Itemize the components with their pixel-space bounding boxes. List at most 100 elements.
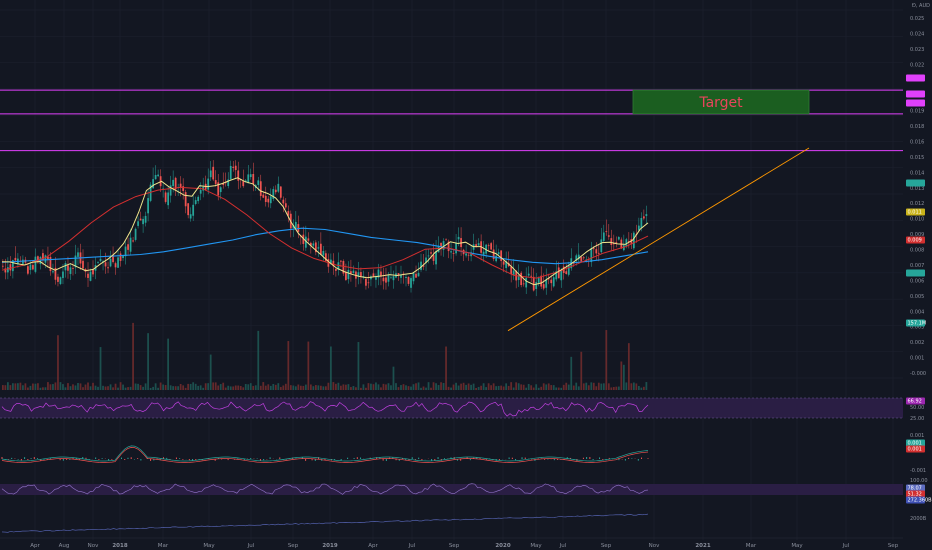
candle <box>142 218 144 225</box>
volume-bar <box>207 383 210 390</box>
volume-bar <box>82 387 84 390</box>
volume-bar <box>249 383 252 390</box>
volume-bar <box>152 386 154 390</box>
candle <box>99 258 102 262</box>
candle <box>169 185 172 196</box>
volume-bar <box>102 385 104 390</box>
candle <box>87 273 89 278</box>
candle <box>32 265 34 270</box>
volume-bar <box>74 385 77 390</box>
price-tick-label: 0.001 <box>910 356 924 362</box>
volume-bar <box>370 383 372 390</box>
candle <box>59 277 62 284</box>
candle <box>520 272 523 286</box>
volume-bar <box>437 385 440 390</box>
volume-bar <box>332 382 335 390</box>
macd-line <box>1 445 649 462</box>
candle <box>164 192 167 202</box>
volume-bar <box>495 386 498 390</box>
candle <box>264 195 267 202</box>
candle <box>575 255 578 261</box>
candle <box>377 269 380 278</box>
target-box <box>632 89 810 115</box>
candle <box>219 187 222 193</box>
pane-badge-label: 0.001 <box>908 447 922 453</box>
candle <box>645 214 648 216</box>
volume-bar <box>430 387 432 390</box>
volume-bar <box>139 385 142 390</box>
candle <box>124 246 127 257</box>
volume-bar <box>425 387 427 390</box>
volume-bar <box>267 384 270 390</box>
candle <box>152 179 154 189</box>
pane-badge <box>906 496 925 504</box>
price-badge <box>906 269 925 277</box>
candle <box>565 271 568 274</box>
volume-bar <box>410 386 412 390</box>
candle <box>580 257 583 262</box>
volume-bar <box>585 382 588 390</box>
volume-bar <box>109 384 112 390</box>
volume-bar <box>330 346 332 390</box>
volume-bar <box>390 385 392 390</box>
volume-bar <box>224 387 227 390</box>
pane-badge-label: 51.32 <box>908 492 922 498</box>
candle <box>517 275 520 281</box>
candle <box>595 249 598 254</box>
volume-bar <box>97 386 99 390</box>
candle <box>337 262 340 270</box>
price-badge-label: 0.009 <box>908 238 922 244</box>
candle <box>282 199 285 204</box>
volume-bar <box>232 386 235 390</box>
candle <box>319 243 322 255</box>
volume-bar <box>602 383 605 390</box>
price-axis[interactable]: 0.0250.0240.0230.0220.0210.0200.0190.018… <box>910 16 928 522</box>
volume-bar <box>357 342 360 390</box>
volume-bar <box>342 384 345 390</box>
time-axis[interactable]: Apr Aug Nov 2018 Mar May Jul Sep 2019 Apr Jul Sep 20… <box>0 537 903 549</box>
price-tick-label: 0.024 <box>910 31 924 37</box>
price-badge <box>906 319 925 327</box>
volume-bar <box>530 385 533 390</box>
volume-bar <box>184 387 187 390</box>
trend-line <box>507 147 810 332</box>
candle <box>397 273 400 276</box>
price-badge <box>906 236 925 244</box>
volume-bar <box>487 383 490 390</box>
volume-bar <box>202 387 205 390</box>
time-tick-label: Jul <box>408 543 416 549</box>
volume-bar <box>595 386 598 390</box>
candle <box>360 272 362 277</box>
candle <box>274 189 277 193</box>
volume-bar <box>27 387 29 390</box>
volume-bar <box>600 383 603 390</box>
volume-bar <box>197 385 200 390</box>
candle <box>184 192 187 207</box>
volume-bar <box>217 385 220 390</box>
time-tick-label: Jul <box>559 543 567 549</box>
candle <box>182 186 185 191</box>
candle <box>7 267 9 273</box>
volume-bar <box>502 386 505 390</box>
volume-bar <box>299 385 302 390</box>
volume-bar <box>44 387 47 390</box>
time-tick-label: Nov <box>649 543 660 549</box>
candle <box>192 204 195 216</box>
candle <box>139 218 142 221</box>
volume-bar <box>69 386 72 390</box>
volume-bar <box>222 382 225 390</box>
time-tick-label: Mar <box>746 543 757 549</box>
candle <box>475 244 477 247</box>
price-badge <box>906 99 925 107</box>
candle <box>234 165 237 171</box>
volume-bar <box>134 383 137 390</box>
volume-bar <box>492 383 495 390</box>
volume-bar <box>547 383 550 390</box>
candle <box>387 274 390 282</box>
price-tick-label: 0.012 <box>910 201 924 207</box>
candle <box>284 203 287 208</box>
volume-bar <box>520 384 523 390</box>
volume-bar <box>402 384 405 390</box>
